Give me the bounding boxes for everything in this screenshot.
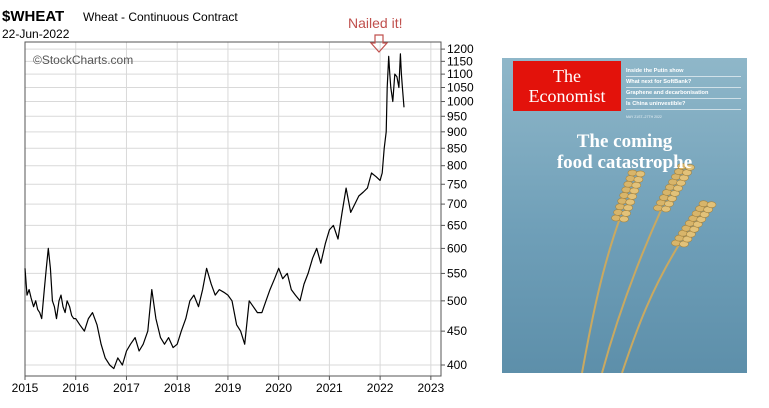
cover-teaser: Inside the Putin show [626, 66, 741, 77]
cover-date: MAY 21ST–27TH 2022 [626, 115, 662, 119]
wheat-stem [621, 242, 681, 373]
annotation-arrow-icon [369, 34, 389, 53]
wheat-grain [706, 201, 717, 208]
y-tick-label: 600 [447, 241, 467, 255]
chart-date: 22-Jun-2022 [2, 27, 70, 41]
wheat-grain [617, 197, 627, 205]
wheat-grain [613, 209, 623, 216]
wheat-grain [633, 176, 644, 183]
logo-line-1: The [553, 66, 581, 86]
x-tick-label: 2018 [164, 381, 191, 395]
x-tick-label: 2022 [367, 381, 394, 395]
wheat-grain [621, 210, 631, 217]
chart-gridlines [25, 42, 441, 376]
wheat-grain [698, 200, 709, 207]
cover-teaser: What next for SoftBank? [626, 77, 741, 88]
wheat-grain [627, 193, 637, 200]
y-tick-label: 1150 [447, 54, 473, 68]
y-tick-label: 400 [447, 358, 467, 372]
wheat-price-chart: 400 450 500 550 600 650 700 750 800 850 900 9501000… [2, 8, 474, 395]
x-tick-label: 2019 [215, 381, 242, 395]
cover-teasers: Inside the Putin show What next for Soft… [626, 66, 741, 110]
wheat-grain [623, 204, 633, 211]
y-tick-label: 650 [447, 218, 467, 232]
x-tick-label: 2017 [113, 381, 140, 395]
cover-teaser: Is China uninvestible? [626, 99, 741, 110]
x-axis-ticks: 2015 2016 2017 2018 2019 2020 2021 2022 2023 [12, 376, 445, 395]
y-tick-label: 750 [447, 177, 467, 191]
wheat-grain [611, 214, 621, 222]
x-tick-label: 2016 [62, 381, 89, 395]
wheat-grain [623, 180, 634, 188]
y-tick-label: 700 [447, 197, 467, 211]
x-tick-label: 2015 [12, 381, 39, 395]
y-tick-label: 450 [447, 324, 467, 338]
y-tick-label: 1050 [447, 80, 474, 94]
headline-line-1: The coming [576, 131, 673, 152]
y-tick-label: 850 [447, 141, 467, 155]
chart-title: $WHEAT [2, 8, 64, 25]
chart-subtitle: Wheat - Continuous Contract [83, 10, 238, 24]
wheat-grain [615, 203, 625, 210]
economist-logo: The Economist [513, 61, 621, 111]
price-line [24, 53, 405, 370]
wheat-grain [619, 215, 629, 223]
wheat-grain [619, 192, 629, 199]
logo-line-2: Economist [528, 86, 606, 106]
wheat-grain [625, 198, 635, 206]
wheat-grain [621, 186, 632, 194]
annotation-text: Nailed it! [348, 15, 402, 31]
headline-line-2: food catastrophe [556, 152, 693, 173]
wheat-grain [625, 175, 636, 182]
y-tick-label: 1000 [447, 95, 474, 109]
y-tick-label: 950 [447, 109, 467, 123]
x-tick-label: 2021 [316, 381, 343, 395]
wheat-grain [629, 187, 640, 195]
y-tick-label: 900 [447, 125, 467, 139]
y-tick-label: 1200 [447, 42, 474, 56]
wheat-stem [601, 207, 663, 373]
wheat-stem [581, 217, 621, 373]
cover-teaser: Graphene and decarbonisation [626, 88, 741, 99]
plot-frame [24, 41, 442, 377]
wheat-stalks-image [581, 163, 717, 373]
y-tick-label: 550 [447, 266, 467, 280]
wheat-grain [631, 181, 642, 189]
wheat-grain [635, 170, 646, 178]
x-tick-label: 2023 [418, 381, 445, 395]
economist-cover: The Economist Inside the Putin show What… [502, 58, 747, 373]
y-tick-label: 800 [447, 159, 467, 173]
price-series [24, 53, 405, 370]
y-tick-label: 1100 [447, 67, 473, 81]
watermark: ©StockCharts.com [33, 53, 133, 67]
x-tick-label: 2020 [265, 381, 292, 395]
wheat-grain [685, 164, 695, 171]
y-tick-label: 500 [447, 294, 467, 308]
y-axis-ticks: 400 450 500 550 600 650 700 750 800 850 900 9501000… [441, 42, 474, 372]
cover-headline: The coming food catastrophe [502, 131, 747, 173]
